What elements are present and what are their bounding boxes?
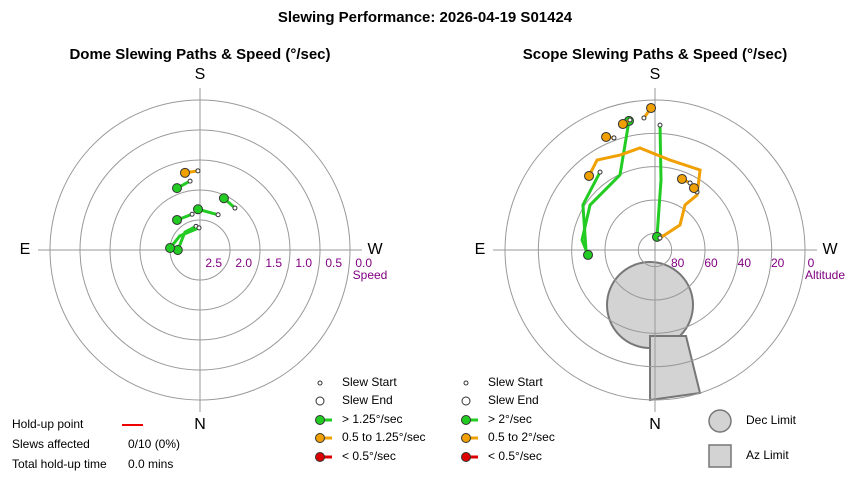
r-tick-label: 0	[808, 256, 815, 270]
holdup-row-value: 0.0 mins	[128, 457, 173, 471]
slew-path	[655, 125, 663, 237]
direction-label: N	[194, 416, 206, 433]
r-tick-label: 80	[671, 256, 685, 270]
slew-start	[627, 117, 633, 123]
limit-legend-label: Az Limit	[746, 448, 789, 462]
slew-start	[232, 205, 238, 211]
slew-end	[688, 183, 699, 194]
slew-end	[646, 103, 657, 114]
slew-start	[189, 211, 195, 217]
grid-ring	[537, 132, 773, 368]
grid-ring	[139, 189, 261, 311]
direction-label: W	[367, 241, 383, 258]
holdup-row-label: Total hold-up time	[12, 457, 107, 471]
slew-end	[180, 167, 191, 178]
slew-end	[193, 204, 204, 215]
slew-path	[168, 226, 200, 249]
chart-title: Dome Slewing Paths & Speed (°/sec)	[69, 46, 330, 63]
slew-start	[641, 115, 647, 121]
page-title: Slewing Performance: 2026-04-19 S01424	[278, 9, 573, 26]
chart-title: Scope Slewing Paths & Speed (°/sec)	[523, 46, 787, 63]
slew-end	[584, 170, 595, 181]
direction-label: S	[650, 66, 661, 83]
legend-label: 0.5 to 2°/sec	[488, 430, 555, 444]
slew-start	[215, 212, 221, 218]
slew-path	[587, 146, 702, 240]
direction-label: W	[822, 241, 838, 258]
slew-start	[657, 235, 663, 241]
slew-end	[583, 249, 594, 260]
legend-start-icon	[317, 380, 323, 386]
legend-end-icon	[315, 396, 325, 406]
slew-end	[676, 173, 687, 184]
slew-start	[187, 178, 193, 184]
direction-label: E	[20, 241, 31, 258]
legend-swatch-dot	[315, 452, 325, 462]
legend-swatch-dot	[461, 415, 471, 425]
grid-ring	[49, 99, 351, 401]
az-limit-icon	[708, 444, 732, 468]
legend-label: Slew End	[488, 393, 539, 407]
legend-end-icon	[461, 396, 471, 406]
legend-label: Slew Start	[488, 375, 543, 389]
slew-path	[580, 120, 631, 256]
r-axis-label: Altitude	[805, 268, 845, 282]
holdup-row-value: 0/10 (0%)	[128, 437, 180, 451]
r-tick-label: 0.5	[325, 256, 342, 270]
grid-ring	[504, 99, 806, 401]
r-tick-label: 2.0	[235, 256, 252, 270]
legend-label: Slew End	[342, 393, 393, 407]
slew-start	[611, 135, 617, 141]
legend-swatch-dot	[461, 452, 471, 462]
holdup-row-label: Slews affected	[12, 437, 90, 451]
limit-legend-label: Dec Limit	[746, 413, 797, 427]
slew-start	[687, 180, 693, 186]
grid-ring	[109, 159, 291, 341]
legend-swatch-dot	[461, 433, 471, 443]
direction-label: S	[195, 66, 206, 83]
r-tick-label: 2.5	[205, 256, 222, 270]
legend-label: > 2°/sec	[488, 412, 532, 426]
legend-label: Slew Start	[342, 375, 397, 389]
slew-start	[657, 122, 663, 128]
legend-start-icon	[463, 380, 469, 386]
legend-label: > 1.25°/sec	[342, 412, 403, 426]
legend-label: 0.5 to 1.25°/sec	[342, 430, 426, 444]
slew-path	[176, 224, 197, 251]
slew-start	[597, 169, 603, 175]
az-limit-zone	[649, 335, 702, 402]
direction-label: N	[649, 416, 661, 433]
r-tick-label: 1.0	[295, 256, 312, 270]
holdup-label: Hold-up point	[12, 417, 84, 431]
legend-swatch-dot	[315, 433, 325, 443]
legend-swatch-dot	[315, 415, 325, 425]
dec-limit-icon	[708, 409, 732, 433]
legend-label: < 0.5°/sec	[342, 449, 396, 463]
r-tick-label: 1.5	[265, 256, 282, 270]
slew-path	[581, 171, 602, 256]
r-tick-label: 0.0	[355, 256, 372, 270]
slew-start	[196, 225, 202, 231]
r-axis-label: Speed	[353, 268, 388, 282]
slew-end	[617, 119, 628, 130]
slew-start	[195, 168, 201, 174]
slew-end	[218, 193, 229, 204]
slew-end	[165, 243, 176, 254]
slew-end	[172, 214, 183, 225]
legend-label: < 0.5°/sec	[488, 449, 542, 463]
grid-ring	[604, 199, 706, 301]
grid-ring	[571, 166, 739, 334]
slew-end	[601, 131, 612, 142]
grid-ring	[79, 129, 321, 371]
r-tick-label: 20	[771, 256, 785, 270]
r-tick-label: 40	[738, 256, 752, 270]
slew-end	[171, 183, 182, 194]
r-tick-label: 60	[704, 256, 718, 270]
direction-label: E	[475, 241, 486, 258]
